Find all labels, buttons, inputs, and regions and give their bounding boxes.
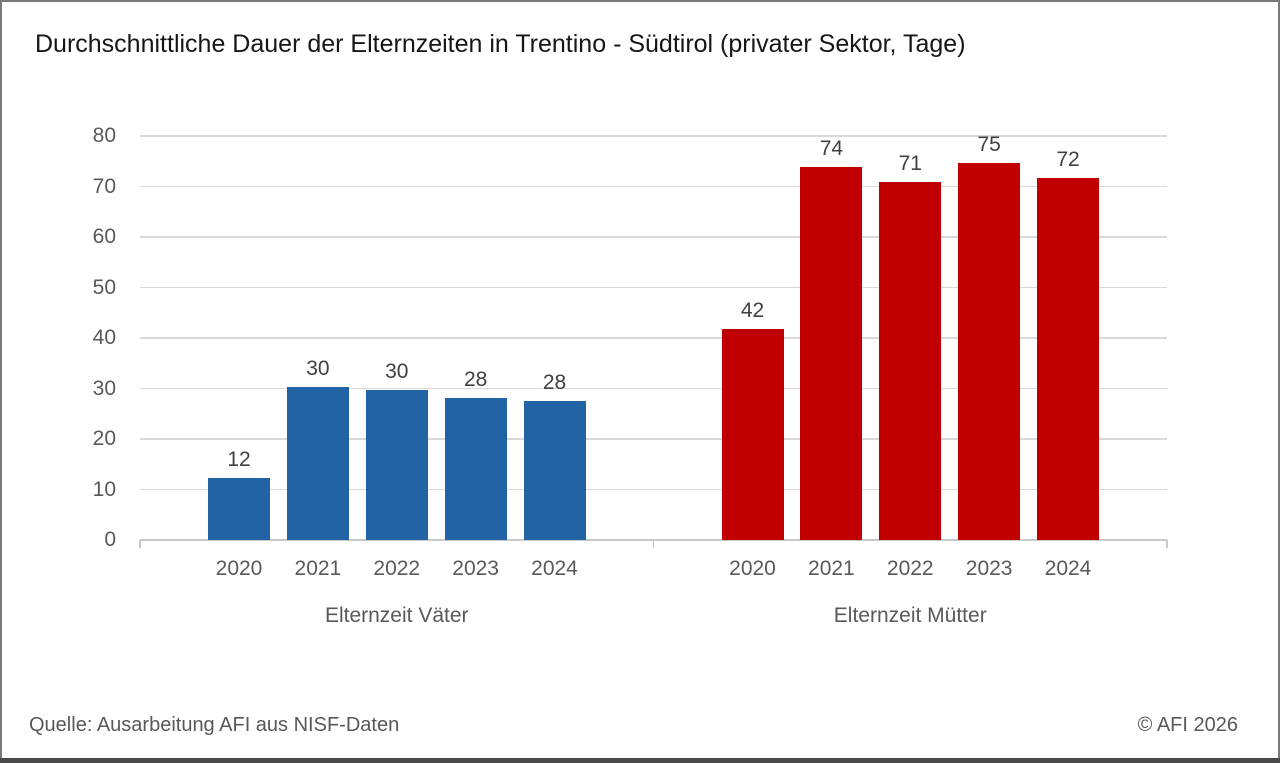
bar-value-label: 30 xyxy=(306,357,330,380)
x-axis-category-label: 2022 xyxy=(373,557,421,580)
bar-value-label: 72 xyxy=(1056,148,1080,172)
y-axis-tick-label: 20 xyxy=(92,427,116,450)
source-note: Quelle: Ausarbeitung AFI aus NISF-Daten xyxy=(29,714,400,736)
bar-value-label: 28 xyxy=(463,367,488,391)
gridline xyxy=(140,488,1167,491)
x-axis-category-label: 2020 xyxy=(215,557,263,580)
bar-vaeter-2020: 12 2020 xyxy=(208,448,270,580)
gridline xyxy=(140,387,1167,390)
y-axis-tick-label: 40 xyxy=(92,326,116,349)
x-axis-tick xyxy=(139,540,141,548)
y-axis-tick-label: 80 xyxy=(92,124,116,147)
bar-muetter-2024: 72 2024 xyxy=(1037,148,1099,580)
x-axis-category-label: 2020 xyxy=(729,557,776,580)
x-axis-category-label: 2022 xyxy=(886,557,934,580)
y-axis-tick-label: 10 xyxy=(92,477,116,501)
bar-value-label: 74 xyxy=(819,136,844,160)
gridline xyxy=(140,286,1167,289)
y-axis-tick-label: 0 xyxy=(104,528,116,551)
bar-group-vaeter: 12 2020 30 2021 30 2022 28 2023 28 2024 xyxy=(140,136,654,580)
x-axis-tick xyxy=(1166,540,1168,548)
gridline xyxy=(140,236,1167,238)
y-axis-tick-label: 70 xyxy=(92,174,116,198)
gridline xyxy=(140,438,1167,440)
axis-group-label-vaeter: Elternzeit Väter xyxy=(324,604,469,627)
bar-muetter-2020: 42 2020 xyxy=(721,299,784,580)
bar-value-label: 28 xyxy=(542,371,567,395)
x-axis-category-label: 2023 xyxy=(965,557,1013,580)
bar-value-label: 42 xyxy=(740,298,765,322)
bar-value-label: 71 xyxy=(898,151,922,175)
bar-vaeter-2021: 30 2021 xyxy=(286,357,349,580)
gridline xyxy=(140,185,1167,188)
bar-muetter-2021: 74 2021 xyxy=(800,137,863,580)
bar-vaeter-2024: 28 2024 xyxy=(523,371,586,580)
bar-group-muetter: 42 2020 74 2021 71 2022 75 2023 72 2024 xyxy=(654,133,1168,580)
chart-title: Durchschnittliche Dauer der Elternzeiten… xyxy=(35,30,966,58)
y-axis-tick-label: 30 xyxy=(92,376,116,400)
x-axis-category-label: 2021 xyxy=(808,557,855,580)
gridline xyxy=(140,135,1167,137)
x-axis-category-label: 2023 xyxy=(452,557,499,580)
x-axis-category-label: 2024 xyxy=(1044,557,1092,580)
y-axis-tick-label: 50 xyxy=(92,275,116,299)
bottom-accent-bar xyxy=(0,758,1280,763)
bar-vaeter-2023: 28 2023 xyxy=(444,368,507,580)
x-axis-tick xyxy=(652,540,655,548)
x-axis-category-label: 2024 xyxy=(531,557,578,580)
bar-muetter-2022: 71 2022 xyxy=(879,152,942,580)
copyright-note: © AFI 2026 xyxy=(1137,714,1238,736)
bar-vaeter-2022: 30 2022 xyxy=(365,360,428,580)
bar-value-label: 75 xyxy=(977,132,1001,156)
bar-muetter-2023: 75 2023 xyxy=(958,133,1021,580)
x-axis-category-label: 2021 xyxy=(294,557,342,580)
gridline xyxy=(140,337,1167,339)
axis-group-label-muetter: Elternzeit Mütter xyxy=(833,604,987,627)
y-axis-tick-label: 60 xyxy=(92,225,116,248)
bar-value-label: 12 xyxy=(227,447,251,471)
bar-value-label: 30 xyxy=(385,359,409,383)
